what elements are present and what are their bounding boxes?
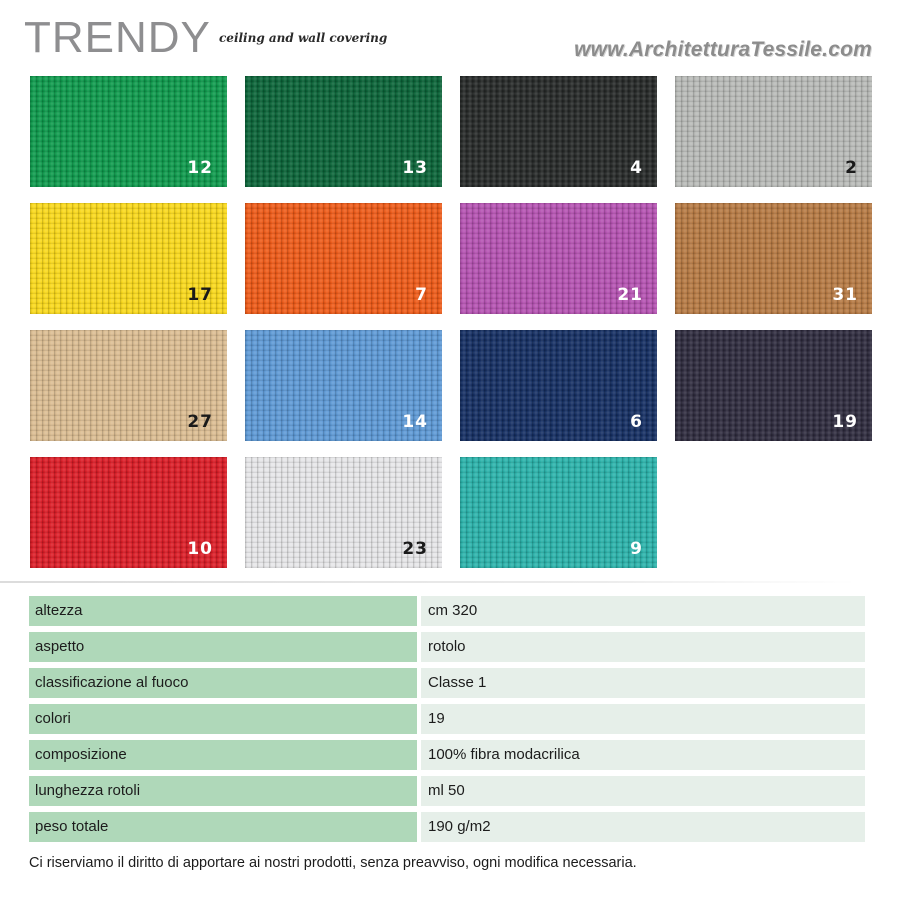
- color-swatch: 10: [30, 457, 227, 568]
- fabric-texture: [675, 203, 872, 314]
- spec-label: composizione: [29, 740, 417, 770]
- swatch-color-code: 4: [630, 158, 643, 178]
- fabric-texture: [460, 76, 657, 187]
- fabric-texture: [30, 203, 227, 314]
- disclaimer-text: Ci riserviamo il diritto di apportare ai…: [29, 855, 637, 871]
- color-swatch: 13: [245, 76, 442, 187]
- swatch-color-code: 10: [187, 539, 213, 559]
- spec-value: cm 320: [421, 596, 865, 626]
- spec-row: colori 19: [29, 704, 865, 734]
- fabric-texture: [245, 76, 442, 187]
- spec-label: lunghezza rotoli: [29, 776, 417, 806]
- swatch-color-code: 6: [630, 412, 643, 432]
- fabric-texture: [460, 457, 657, 568]
- color-swatch: 2: [675, 76, 872, 187]
- spec-label: altezza: [29, 596, 417, 626]
- spec-row: altezza cm 320: [29, 596, 865, 626]
- fabric-texture: [245, 330, 442, 441]
- color-swatch: 19: [675, 330, 872, 441]
- swatch-color-code: 13: [402, 158, 428, 178]
- spec-value: 100% fibra modacrilica: [421, 740, 865, 770]
- fabric-texture: [460, 330, 657, 441]
- spec-row: lunghezza rotoli ml 50: [29, 776, 865, 806]
- spec-value: Classe 1: [421, 668, 865, 698]
- fabric-texture: [460, 203, 657, 314]
- swatch-color-code: 17: [187, 285, 213, 305]
- color-swatch: 21: [460, 203, 657, 314]
- spec-value: 190 g/m2: [421, 812, 865, 842]
- spec-label: peso totale: [29, 812, 417, 842]
- spec-label: classificazione al fuoco: [29, 668, 417, 698]
- fabric-texture: [675, 330, 872, 441]
- swatch-color-code: 19: [832, 412, 858, 432]
- swatch-color-code: 31: [832, 285, 858, 305]
- color-swatch: 4: [460, 76, 657, 187]
- spec-label: colori: [29, 704, 417, 734]
- spec-row: classificazione al fuoco Classe 1: [29, 668, 865, 698]
- swatch-color-code: 14: [402, 412, 428, 432]
- spec-row: peso totale 190 g/m2: [29, 812, 865, 842]
- color-swatch: 27: [30, 330, 227, 441]
- spec-value: ml 50: [421, 776, 865, 806]
- spec-label: aspetto: [29, 632, 417, 662]
- swatch-color-code: 9: [630, 539, 643, 559]
- fabric-texture: [245, 457, 442, 568]
- swatch-color-code: 2: [845, 158, 858, 178]
- spec-value: 19: [421, 704, 865, 734]
- spec-row: composizione 100% fibra modacrilica: [29, 740, 865, 770]
- color-swatch: 7: [245, 203, 442, 314]
- fabric-texture: [30, 457, 227, 568]
- color-swatch: 6: [460, 330, 657, 441]
- fabric-texture: [30, 330, 227, 441]
- product-tagline: ceiling and wall covering: [219, 31, 388, 45]
- swatch-color-code: 23: [402, 539, 428, 559]
- fabric-texture: [30, 76, 227, 187]
- fabric-texture: [675, 76, 872, 187]
- color-swatch: 23: [245, 457, 442, 568]
- spec-table: altezza cm 320 aspetto rotolo classificazion…: [29, 596, 865, 848]
- color-swatch: 9: [460, 457, 657, 568]
- website-url: www.ArchitetturaTessile.com: [574, 38, 872, 61]
- swatch-color-code: 7: [415, 285, 428, 305]
- swatch-color-code: 21: [617, 285, 643, 305]
- swatch-color-code: 12: [187, 158, 213, 178]
- color-swatch: 17: [30, 203, 227, 314]
- color-swatch-grid: 12 13 4 2 17 7 21 31 27 14 6 19 10 23 9: [30, 76, 873, 568]
- fabric-texture: [245, 203, 442, 314]
- color-swatch: 14: [245, 330, 442, 441]
- brand-title: TRENDY: [24, 13, 211, 62]
- swatch-color-code: 27: [187, 412, 213, 432]
- spec-row: aspetto rotolo: [29, 632, 865, 662]
- color-swatch: 12: [30, 76, 227, 187]
- color-swatch: 31: [675, 203, 872, 314]
- spec-value: rotolo: [421, 632, 865, 662]
- section-divider: [0, 581, 856, 583]
